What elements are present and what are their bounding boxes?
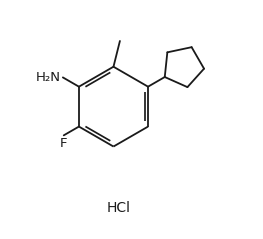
Text: H₂N: H₂N [36, 71, 61, 84]
Text: HCl: HCl [107, 201, 131, 215]
Text: F: F [60, 137, 68, 150]
